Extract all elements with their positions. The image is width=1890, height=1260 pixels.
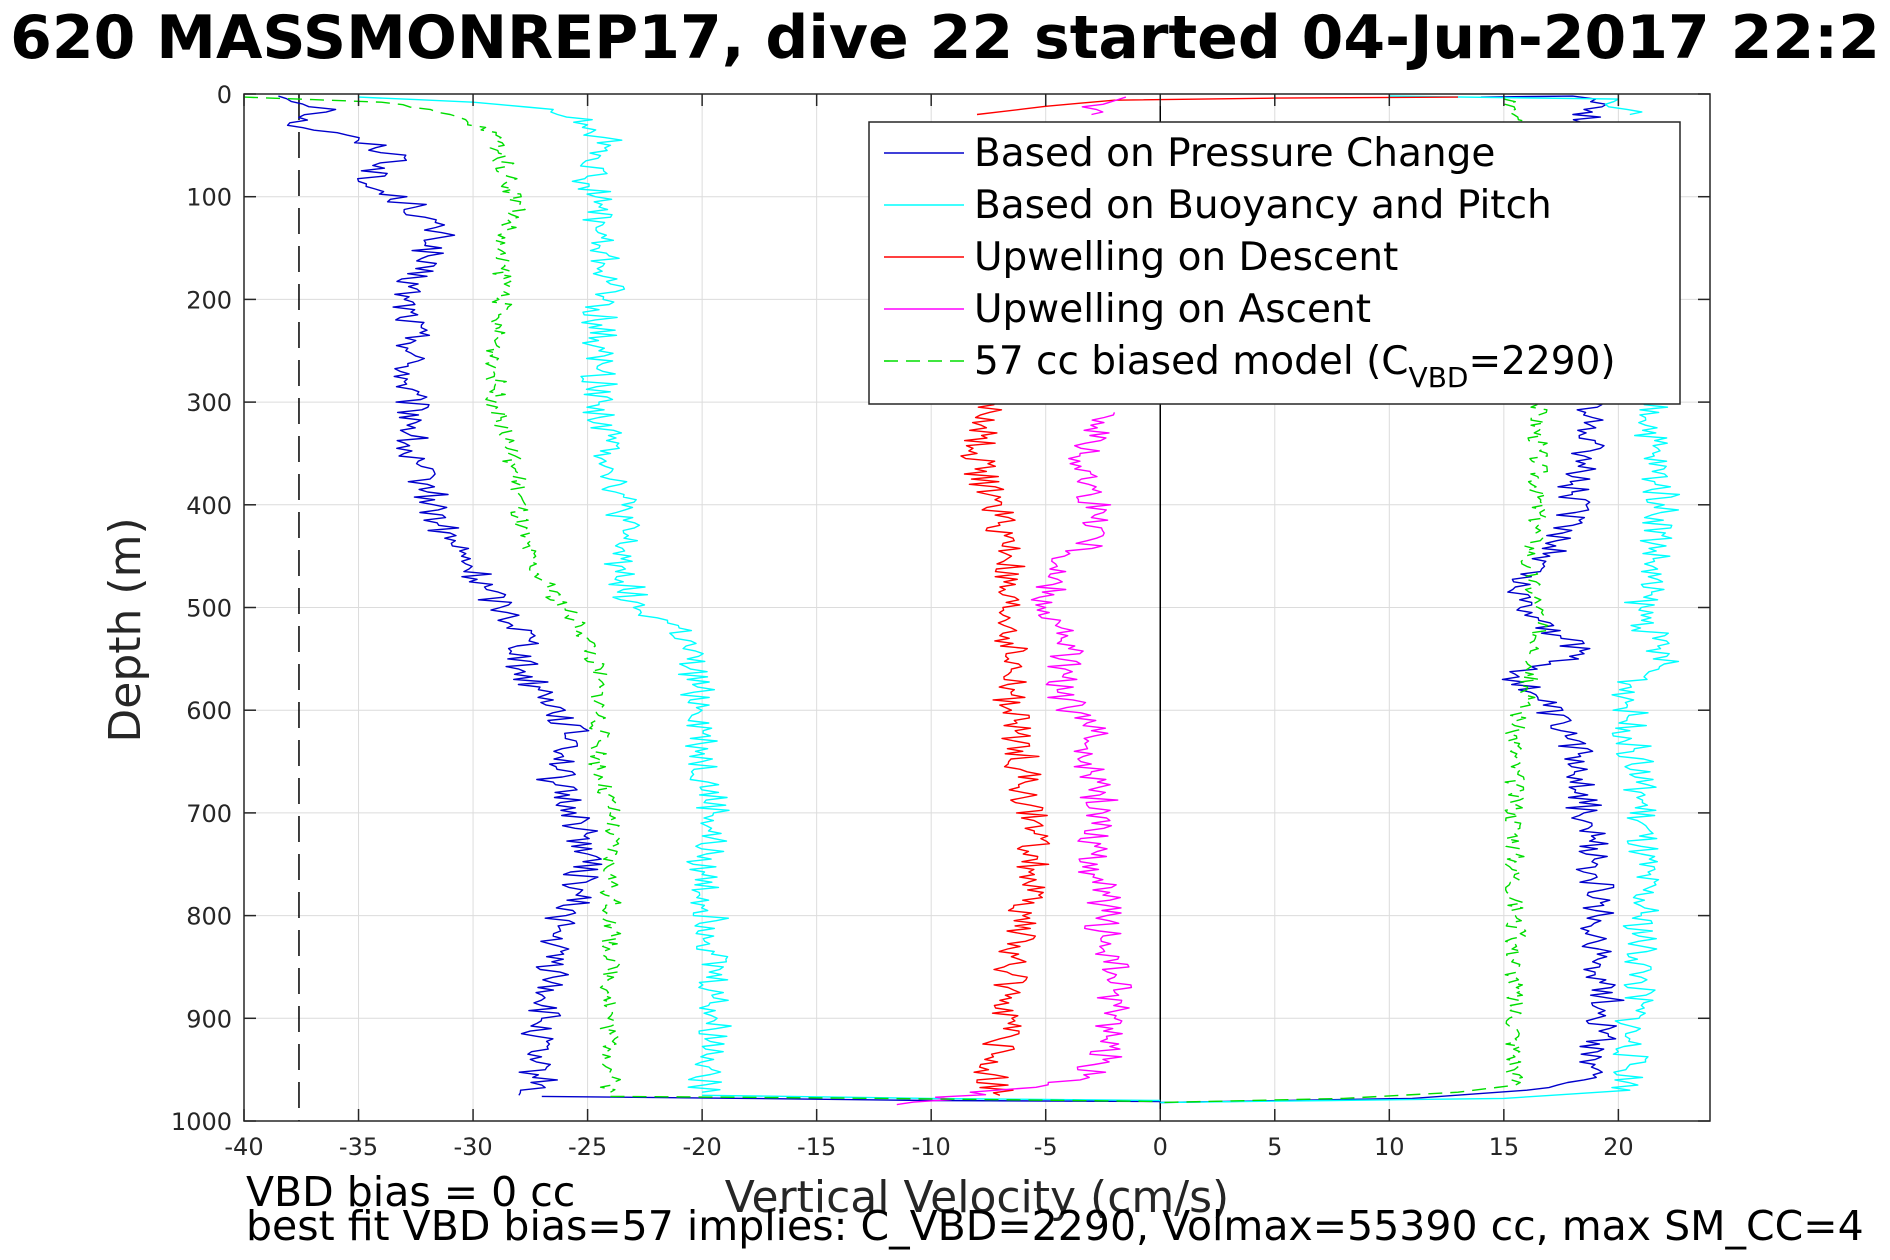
y-tick-label: 400 — [186, 492, 232, 520]
series-line-segment — [243, 96, 622, 1093]
series-line-segment — [358, 96, 732, 1093]
x-tick-label: -5 — [1034, 1133, 1058, 1161]
series-line-segment — [976, 96, 1459, 116]
x-tick-label: -20 — [683, 1133, 722, 1161]
series-line-segment — [1389, 95, 1643, 116]
x-tick-label: -25 — [568, 1133, 607, 1161]
legend-label: Upwelling on Descent — [974, 235, 1398, 280]
y-tick-label: 200 — [186, 286, 232, 314]
series-line-segment — [1160, 339, 1681, 1104]
x-tick-label: -15 — [797, 1133, 836, 1161]
x-tick-label: 5 — [1267, 1133, 1282, 1161]
series-line-segment — [278, 95, 603, 1096]
vbd-bias-note: VBD bias = 0 cc — [246, 1168, 575, 1216]
y-tick-label: 0 — [217, 81, 232, 109]
series-based-on-buoyancy-and-pitch — [358, 95, 1681, 1104]
y-tick-label: 1000 — [171, 1108, 232, 1136]
series-upwelling-on-ascent — [896, 96, 1133, 1106]
x-tick-label: -35 — [339, 1133, 378, 1161]
series-line-segment — [1081, 96, 1127, 116]
y-tick-label: 500 — [186, 595, 232, 623]
legend-label: 57 cc biased model (CVBD=2290) — [974, 339, 1616, 394]
x-tick-label: 15 — [1489, 1133, 1520, 1161]
y-tick-label: 800 — [186, 903, 232, 931]
legend-label: Based on Buoyancy and Pitch — [974, 183, 1552, 228]
x-tick-label: 10 — [1374, 1133, 1405, 1161]
series-line-segment — [541, 1095, 1161, 1103]
x-tick-label: 20 — [1603, 1133, 1634, 1161]
legend-label: Upwelling on Ascent — [974, 287, 1371, 332]
chart-title: 620 MASSMONREP17, dive 22 started 04-Jun… — [10, 3, 1880, 73]
x-axis-ticks: -40 -35 -30 -25 -20 -15 -10 -5 0 5 10 15 20 — [224, 94, 1634, 1161]
series-57-cc-biased-model-c-vbd-2290 — [243, 96, 1549, 1104]
y-tick-label: 700 — [186, 800, 232, 828]
series-line-segment — [1160, 401, 1549, 1104]
series-line-segment — [610, 1095, 1161, 1103]
legend-label-subscript: VBD — [1409, 361, 1469, 394]
legend-label: Based on Pressure Change — [974, 131, 1495, 176]
series-line-segment — [960, 401, 1051, 1096]
y-tick-label: 600 — [186, 697, 232, 725]
x-tick-label: -10 — [912, 1133, 951, 1161]
series-based-on-pressure-change — [278, 95, 1625, 1104]
y-tick-label: 900 — [186, 1005, 232, 1033]
legend-label-text: 57 cc biased model (C — [974, 339, 1409, 384]
series-line-segment — [1160, 401, 1625, 1104]
best-fit-note: best fit VBD bias=57 implies: C_VBD=2290… — [246, 1202, 1864, 1250]
series-line-segment — [1503, 98, 1529, 126]
series-upwelling-on-descent — [960, 96, 1459, 1096]
y-axis-ticks: 0 100 200 300 400 500 600 700 800 900 1000 — [171, 81, 1710, 1136]
x-tick-label: -30 — [453, 1133, 492, 1161]
x-axis-label: Vertical Velocity (cm/s) — [725, 1172, 1229, 1223]
series-line-segment — [896, 412, 1133, 1106]
x-tick-label: 0 — [1153, 1133, 1168, 1161]
data-series — [243, 95, 1681, 1106]
legend-label-text: =2290) — [1468, 339, 1615, 384]
y-tick-label: 100 — [186, 184, 232, 212]
y-axis-label: Depth (m) — [100, 517, 151, 742]
legend: Based on Pressure Change Based on Buoyanc… — [868, 121, 1681, 405]
y-tick-label: 300 — [186, 389, 232, 417]
legend-box — [868, 121, 1681, 405]
x-tick-label: -40 — [224, 1133, 263, 1161]
